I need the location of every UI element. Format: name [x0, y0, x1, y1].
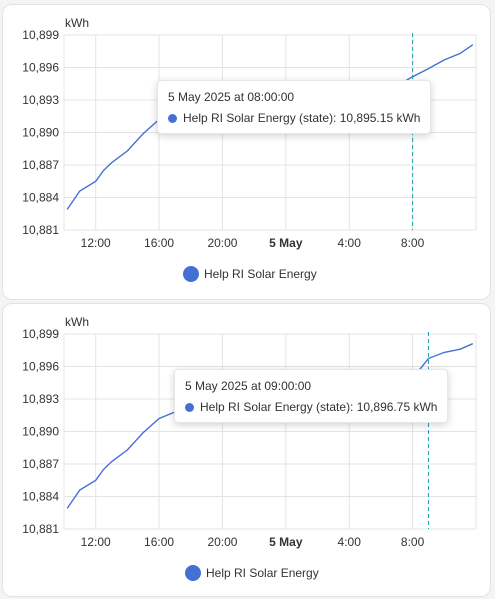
x-tick-label: 5 May	[269, 535, 303, 549]
y-tick-label: 10,884	[22, 490, 59, 504]
energy-history-card: kWh 10,899 10,896 10,893 10,890 10,887 10,884 1…	[2, 4, 491, 300]
tooltip-title: 5 May 2025 at 08:00:00	[168, 90, 295, 104]
x-tick-label: 16:00	[144, 535, 174, 549]
x-tick-label: 16:00	[144, 236, 174, 250]
tooltip-value: Help RI Solar Energy (state): 10,896.75 …	[200, 400, 438, 414]
legend-item[interactable]: Help RI Solar Energy	[183, 266, 317, 282]
legend-item[interactable]: Help RI Solar Energy	[185, 565, 319, 581]
tooltip-row: Help RI Solar Energy (state): 10,895.15 …	[168, 111, 420, 125]
y-tick-label: 10,893	[22, 93, 59, 107]
x-tick-label: 12:00	[81, 535, 111, 549]
y-axis-unit: kWh	[65, 16, 89, 30]
x-tick-label: 8:00	[401, 535, 425, 549]
y-tick-label: 10,896	[22, 61, 59, 75]
y-axis-unit: kWh	[65, 315, 89, 329]
x-tick-label: 8:00	[401, 236, 425, 250]
energy-history-card: kWh 10,899 10,896 10,893 10,890 10,887 10,884 1…	[2, 303, 491, 597]
line-chart[interactable]: kWh 10,899 10,896 10,893 10,890 10,887 10,884 1…	[3, 5, 490, 265]
y-tick-label: 10,887	[22, 457, 59, 471]
y-tick-label: 10,887	[22, 158, 59, 172]
line-chart[interactable]: kWh 10,899 10,896 10,893 10,890 10,887 10,884 1…	[3, 304, 490, 564]
y-tick-label: 10,899	[22, 327, 59, 341]
y-tick-label: 10,884	[22, 191, 59, 205]
chart-tooltip: 5 May 2025 at 08:00:00 Help RI Solar Ene…	[157, 80, 432, 134]
legend-label: Help RI Solar Energy	[204, 267, 317, 281]
x-tick-label: 4:00	[338, 535, 362, 549]
tooltip-value: Help RI Solar Energy (state): 10,895.15 …	[183, 111, 421, 125]
y-tick-label: 10,896	[22, 360, 59, 374]
x-tick-label: 12:00	[81, 236, 111, 250]
legend-dot-icon	[185, 565, 201, 581]
tooltip-row: Help RI Solar Energy (state): 10,896.75 …	[185, 400, 437, 414]
series-dot-icon	[185, 403, 194, 412]
y-tick-label: 10,899	[22, 28, 59, 42]
x-tick-label: 5 May	[269, 236, 303, 250]
tooltip-title: 5 May 2025 at 09:00:00	[185, 379, 312, 393]
y-tick-label: 10,881	[22, 223, 59, 237]
series-dot-icon	[168, 114, 177, 123]
x-tick-label: 4:00	[338, 236, 362, 250]
legend-dot-icon	[183, 266, 199, 282]
chart-tooltip: 5 May 2025 at 09:00:00 Help RI Solar Ene…	[174, 369, 449, 423]
y-tick-label: 10,890	[22, 425, 59, 439]
legend-label: Help RI Solar Energy	[206, 566, 319, 580]
y-tick-label: 10,881	[22, 522, 59, 536]
x-tick-label: 20:00	[207, 236, 237, 250]
x-tick-label: 20:00	[207, 535, 237, 549]
y-tick-label: 10,890	[22, 126, 59, 140]
y-tick-label: 10,893	[22, 392, 59, 406]
